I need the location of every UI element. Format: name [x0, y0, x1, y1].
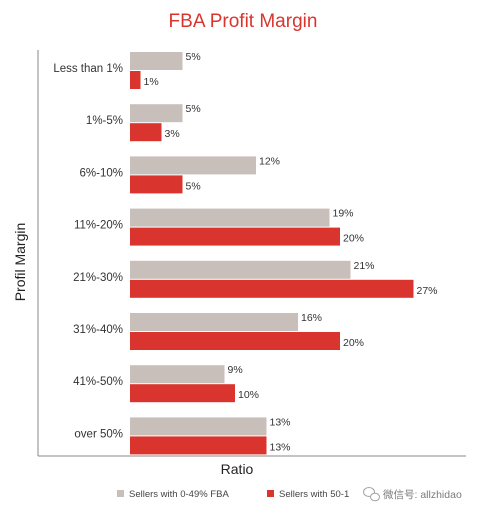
data-label-series-2: 3% [165, 128, 180, 140]
watermark: 微信号: allzhidao [363, 487, 462, 502]
data-label-series-2: 1% [144, 76, 159, 88]
bar-series-2 [130, 279, 414, 298]
bar-series-1 [130, 104, 183, 123]
data-label-series-2: 13% [270, 441, 291, 453]
data-label-series-1: 5% [186, 51, 201, 63]
legend: Sellers with 0-49% FBA Sellers with 50-1 [117, 489, 349, 500]
data-label-series-1: 16% [301, 312, 322, 324]
category-label: over 50% [74, 428, 123, 440]
bar-series-1 [130, 365, 225, 384]
bar-series-1 [130, 313, 298, 331]
data-label-series-2: 10% [238, 389, 259, 401]
legend-swatch-series-2 [267, 490, 274, 497]
bar-series-1 [130, 260, 351, 279]
category-label: 6%-10% [80, 167, 123, 179]
bar-series-1 [130, 156, 256, 175]
x-axis-title: Ratio [221, 461, 254, 477]
bar-series-1 [130, 52, 183, 70]
category-label: Less than 1% [53, 63, 123, 75]
bar-series-1 [130, 208, 330, 227]
data-label-series-2: 20% [343, 233, 364, 245]
bar-series-2 [130, 123, 162, 142]
bar-series-2 [130, 71, 141, 89]
legend-swatch-series-1 [117, 490, 124, 497]
category-label: 31%-40% [73, 324, 123, 336]
data-label-series-1: 9% [228, 364, 243, 376]
bar-series-2 [130, 436, 267, 455]
y-axis-title: Profil Margin [12, 223, 28, 302]
bar-series-2 [130, 175, 183, 194]
legend-label-series-1: Sellers with 0-49% FBA [129, 489, 229, 500]
category-label: 21%-30% [73, 272, 123, 284]
bar-series-2 [130, 384, 235, 403]
wechat-icon [363, 487, 380, 502]
category-label: 1%-5% [86, 115, 123, 127]
data-label-series-2: 27% [417, 285, 438, 297]
bar-series-2 [130, 227, 340, 246]
data-label-series-1: 19% [333, 208, 354, 220]
data-label-series-1: 21% [354, 260, 375, 272]
watermark-text: 微信号: allzhidao [383, 488, 462, 501]
plot-area: Less than 1% 5% 1% 1%-5% 5% 3% 6%-10% 12% 5% 11%-… [53, 51, 438, 455]
data-label-series-1: 5% [186, 103, 201, 115]
bar-series-2 [130, 332, 340, 350]
data-label-series-1: 12% [259, 155, 280, 167]
data-label-series-2: 5% [186, 180, 201, 192]
category-label: 41%-50% [73, 376, 123, 388]
chart-title: FBA Profit Margin [169, 11, 318, 32]
category-label: 11%-20% [74, 220, 123, 232]
data-label-series-2: 20% [343, 337, 364, 349]
bar-series-1 [130, 417, 267, 436]
data-label-series-1: 13% [270, 416, 291, 428]
legend-label-series-2: Sellers with 50-1 [279, 489, 349, 500]
